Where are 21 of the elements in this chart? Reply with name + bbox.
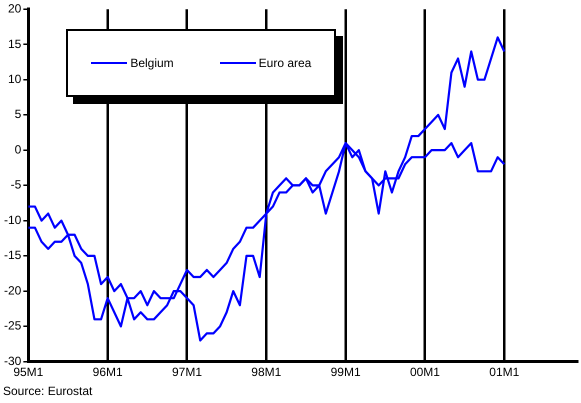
y-tick-label: -10	[4, 212, 22, 227]
y-tick-label: -30	[4, 354, 22, 368]
legend-label: Euro area	[258, 56, 312, 70]
y-tick-label: -5	[10, 178, 22, 192]
y-tick-label: -25	[4, 318, 22, 333]
x-tick-label: 00M1	[410, 365, 440, 380]
x-tick-label: 96M1	[92, 365, 123, 380]
y-tick-label: -15	[4, 248, 22, 262]
y-tick-label: 0	[14, 142, 22, 156]
y-tick-label: -20	[4, 283, 22, 298]
y-tick-label: 10	[8, 72, 22, 86]
y-tick-label: 15	[8, 36, 22, 51]
source-note: Source: Eurostat	[3, 384, 92, 398]
legend-label: Belgium	[130, 56, 174, 70]
y-tick-label: 20	[8, 2, 22, 16]
x-tick-label: 01M1	[489, 365, 520, 380]
x-tick-label: 99M1	[330, 365, 361, 380]
y-tick-label: 5	[14, 107, 22, 122]
x-tick-label: 97M1	[172, 365, 202, 380]
x-tick-label: 95M1	[13, 365, 44, 380]
x-tick-label: 98M1	[251, 365, 282, 380]
